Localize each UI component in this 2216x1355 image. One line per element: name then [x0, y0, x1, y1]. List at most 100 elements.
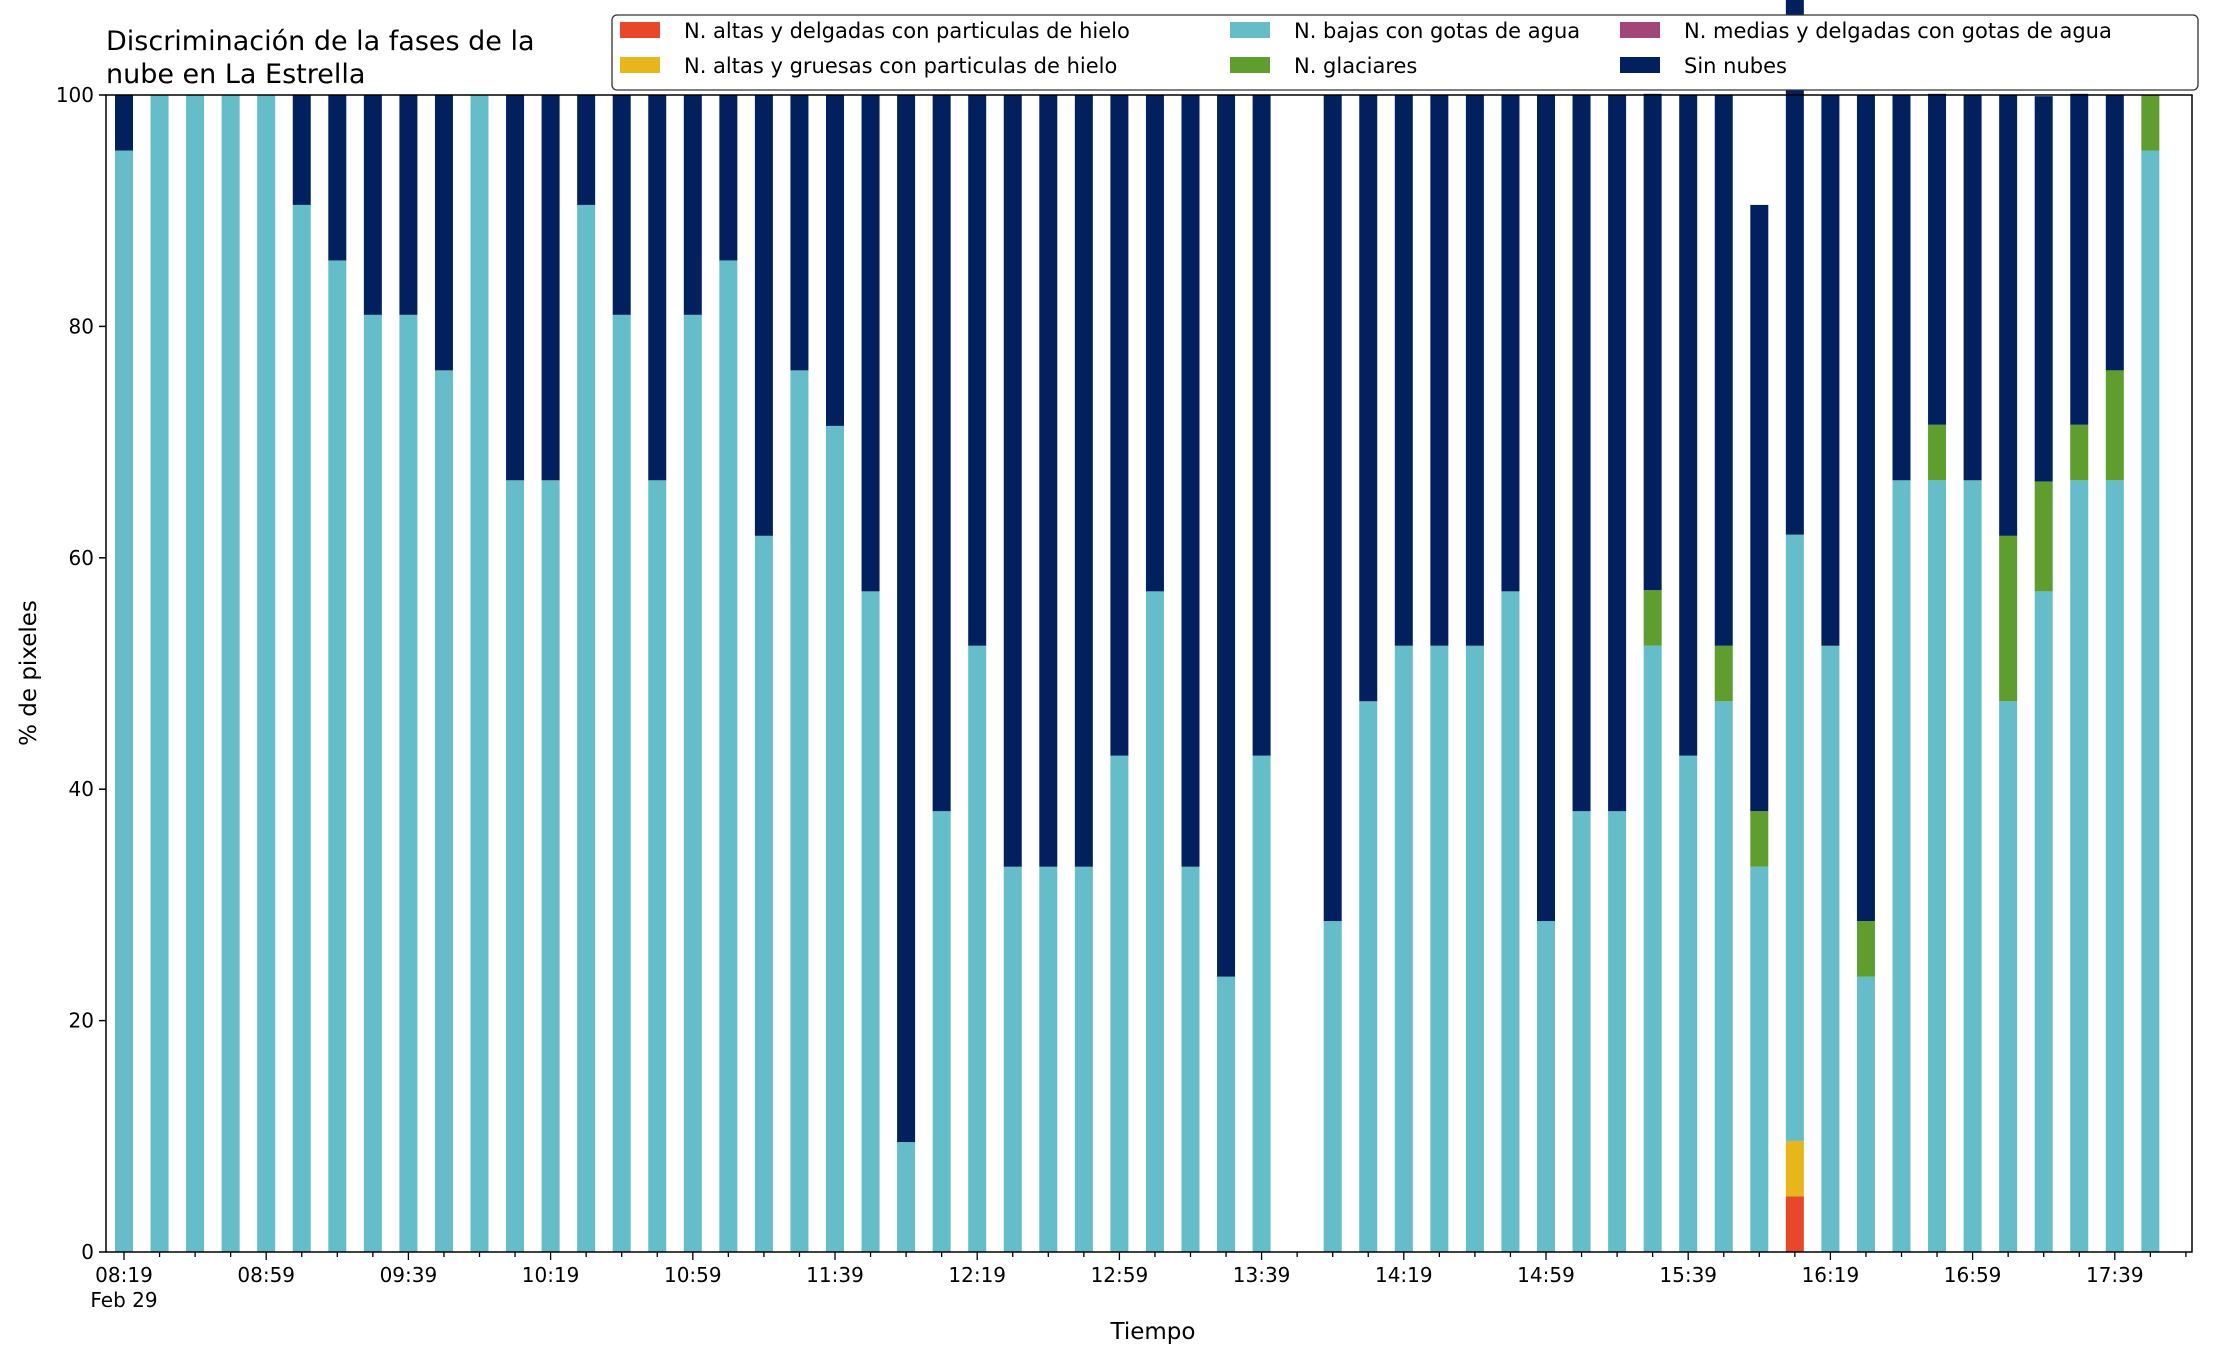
bar-segment-35-s2 [1359, 701, 1378, 1252]
bar-segment-4-s2 [257, 95, 276, 1252]
bar-segment-6-s2 [328, 260, 347, 1252]
legend-swatch [620, 57, 660, 73]
bar-segment-26-s5 [1039, 95, 1058, 867]
x-tick-label: 08:19 [95, 1263, 153, 1287]
bar-segment-7-s2 [363, 314, 382, 1253]
bar-segment-12-s5 [541, 95, 560, 481]
bar-segment-56-s3 [2105, 370, 2124, 481]
bar-segment-43-s5 [1643, 93, 1662, 591]
bar-segment-39-s5 [1501, 95, 1520, 592]
bar-segment-18-s2 [754, 535, 773, 1252]
bar-segment-19-s5 [790, 95, 809, 371]
bar-segment-37-s5 [1430, 95, 1449, 646]
bar-segment-37-s2 [1430, 645, 1449, 1252]
chart-title-line-1: Discriminación de la fases de la [106, 26, 535, 57]
bar-segment-12-s2 [541, 480, 560, 1252]
legend-swatch [1230, 22, 1270, 38]
legend-label: Sin nubes [1684, 54, 1787, 78]
bar-segment-24-s5 [968, 95, 987, 646]
y-tick-label: 20 [69, 1009, 94, 1033]
bar-segment-2-s2 [186, 95, 205, 1252]
bar-segment-24-s2 [968, 645, 987, 1252]
bar-segment-46-s5 [1750, 204, 1769, 812]
bar-segment-13-s5 [577, 95, 596, 205]
bar-segment-34-s2 [1323, 921, 1342, 1252]
x-tick-label: 12:19 [948, 1263, 1006, 1287]
bar-segment-57-s2 [2141, 150, 2160, 1252]
x-date-label: Feb 29 [90, 1288, 157, 1312]
bar-segment-38-s2 [1465, 645, 1484, 1252]
x-tick-label: 12:59 [1091, 1263, 1149, 1287]
bar-segment-29-s2 [1145, 591, 1164, 1252]
bar-segment-48-s2 [1821, 645, 1840, 1252]
x-tick-label: 10:59 [664, 1263, 722, 1287]
bar-segment-23-s5 [932, 95, 951, 812]
bar-segment-26-s2 [1039, 866, 1058, 1252]
y-axis: 0 20 40 60 80 100 [56, 83, 106, 1264]
bar-segment-36-s2 [1394, 645, 1413, 1252]
legend-swatch [620, 22, 660, 38]
bar-segment-16-s2 [683, 314, 702, 1253]
bar-segment-50-s5 [1892, 95, 1911, 481]
bar-segment-9-s2 [434, 370, 453, 1252]
x-tick-label: 10:19 [522, 1263, 580, 1287]
bar-segment-32-s2 [1252, 755, 1271, 1252]
legend-label: N. glaciares [1294, 54, 1417, 78]
bar-segment-52-s2 [1963, 480, 1982, 1252]
bar-segment-9-s5 [434, 95, 453, 371]
bar-segment-15-s2 [648, 480, 667, 1252]
bar-segment-51-s3 [1928, 424, 1947, 481]
bar-segment-45-s3 [1714, 645, 1733, 702]
bar-segment-47-s1 [1785, 1140, 1804, 1197]
bar-segment-54-s3 [2034, 481, 2053, 592]
bar-segment-34-s5 [1323, 95, 1342, 922]
bar-segment-54-s2 [2034, 591, 2053, 1252]
bar-segment-14-s2 [612, 314, 631, 1253]
bar-segment-35-s5 [1359, 95, 1378, 702]
x-axis: 08:19 08:59 09:39 10:19 10:59 11:39 12:19 12:59… [90, 1252, 2187, 1312]
x-tick-label: 16:59 [1944, 1263, 2002, 1287]
bar-segment-20-s2 [826, 425, 844, 1252]
legend-label: N. bajas con gotas de agua [1294, 19, 1580, 43]
legend: N. altas y delgadas con particulas de hi… [611, 14, 2199, 91]
bar-segment-46-s2 [1750, 866, 1769, 1252]
x-tick-label: 16:19 [1802, 1263, 1860, 1287]
bar-segment-49-s5 [1856, 95, 1875, 922]
bar-segment-46-s3 [1750, 811, 1769, 867]
bar-segment-44-s2 [1679, 755, 1698, 1252]
bar-segment-50-s2 [1892, 480, 1911, 1252]
bar-segment-53-s2 [1999, 701, 2018, 1252]
bar-segment-49-s2 [1856, 976, 1875, 1252]
legend-label: N. medias y delgadas con gotas de agua [1684, 19, 2112, 43]
legend-frame [611, 14, 2199, 91]
bar-segment-43-s3 [1643, 590, 1662, 646]
bar-segment-39-s2 [1501, 591, 1520, 1252]
x-tick-label: 09:39 [380, 1263, 438, 1287]
bar-segment-40-s2 [1537, 921, 1555, 1252]
bar-segment-54-s5 [2034, 96, 2053, 482]
bar-segment-55-s3 [2070, 424, 2089, 481]
bar-segment-51-s2 [1928, 480, 1947, 1252]
bar-segment-41-s5 [1572, 95, 1591, 812]
y-tick-label: 40 [69, 777, 94, 801]
bar-segment-17-s5 [719, 95, 738, 261]
bar-segment-16-s5 [683, 95, 702, 315]
bar-segment-3-s2 [221, 95, 240, 1252]
bar-segment-13-s2 [577, 204, 596, 1252]
bar-segment-17-s2 [719, 260, 738, 1252]
x-axis-label: Tiempo [1110, 1319, 1196, 1345]
bar-segment-31-s5 [1217, 95, 1236, 977]
bar-segment-47-s2 [1785, 534, 1804, 1141]
legend-swatch [1620, 22, 1660, 38]
bar-segment-48-s5 [1821, 95, 1840, 646]
bar-segment-27-s2 [1074, 866, 1093, 1252]
bar-segment-10-s2 [470, 95, 489, 1252]
bar-segment-53-s3 [1999, 535, 2018, 702]
bar-segment-47-s5 [1785, 0, 1804, 535]
bar-segment-44-s5 [1679, 95, 1698, 756]
bar-segment-42-s2 [1608, 811, 1627, 1252]
bar-segment-5-s2 [292, 204, 311, 1252]
bar-segment-45-s5 [1714, 95, 1733, 646]
bar-segment-14-s5 [612, 95, 631, 315]
